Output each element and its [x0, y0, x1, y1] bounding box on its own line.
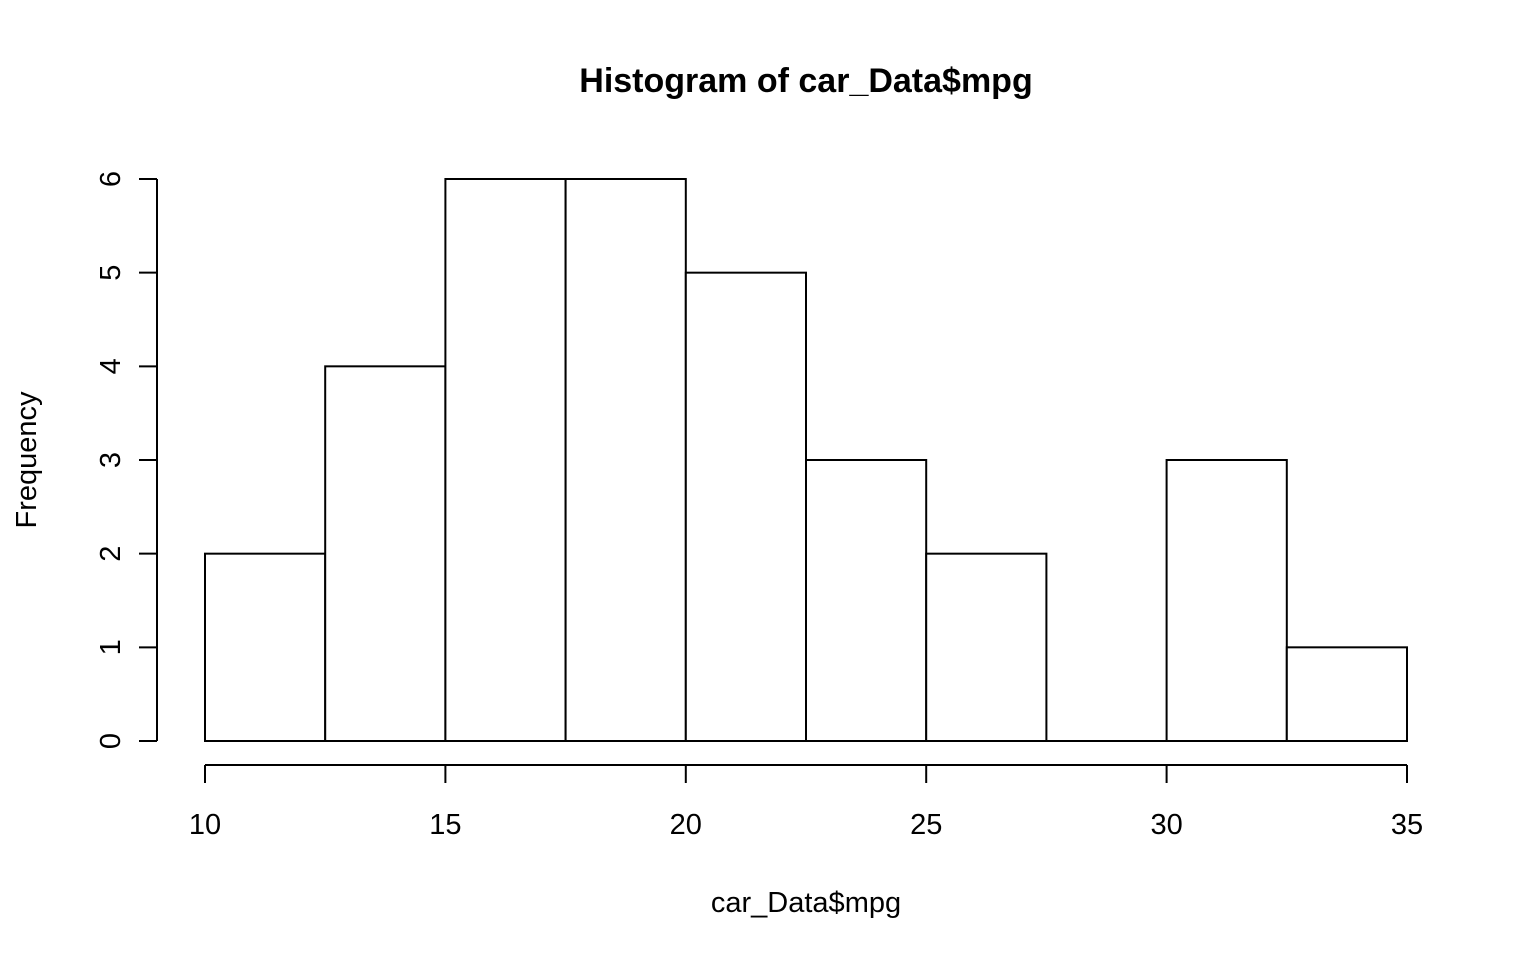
x-axis-label: car_Data$mpg [711, 887, 901, 919]
histogram-bar [324, 365, 447, 742]
y-tick-label: 1 [95, 639, 127, 655]
histogram-bar [564, 178, 687, 742]
histogram-bar [1285, 646, 1409, 742]
y-axis: 0 1 2 3 4 5 6 [95, 171, 158, 749]
histogram-bar [684, 271, 807, 742]
x-axis: 10 15 20 25 30 35 [189, 764, 1423, 841]
x-tick-label: 10 [189, 809, 221, 841]
chart-title: Histogram of car_Data$mpg [579, 62, 1032, 100]
histogram-bar [444, 178, 567, 742]
x-tick-label: 30 [1150, 809, 1182, 841]
x-tick-label: 15 [429, 809, 461, 841]
y-tick-label: 3 [95, 452, 127, 468]
y-tick-label: 0 [95, 733, 127, 749]
x-tick-label: 20 [670, 809, 702, 841]
x-axis-ticks: 10 15 20 25 30 35 [189, 765, 1423, 841]
y-axis-label: Frequency [11, 391, 43, 529]
histogram-bars [204, 178, 1409, 743]
y-tick-label: 5 [95, 265, 127, 281]
histogram-bar [1165, 459, 1288, 742]
y-tick-label: 4 [95, 358, 127, 374]
histogram-bar [925, 552, 1048, 743]
y-axis-ticks: 0 1 2 3 4 5 6 [95, 171, 157, 749]
x-tick-label: 25 [910, 809, 942, 841]
x-tick-label: 35 [1391, 809, 1423, 841]
histogram-bar [204, 552, 327, 743]
y-tick-label: 2 [95, 546, 127, 562]
histogram-bar [805, 459, 928, 742]
y-tick-label: 6 [95, 171, 127, 187]
